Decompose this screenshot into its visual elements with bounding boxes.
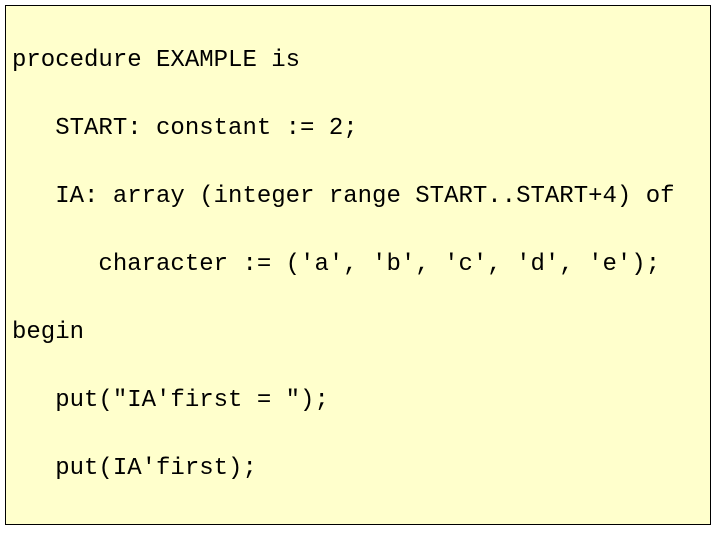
code-line: put(IA'first); — [12, 452, 704, 486]
code-line: put("IA'first = "); — [12, 384, 704, 418]
code-line: begin — [12, 316, 704, 350]
code-line: character := ('a', 'b', 'c', 'd', 'e'); — [12, 248, 704, 282]
code-listing-box: procedure EXAMPLE is START: constant := … — [5, 5, 711, 525]
code-line: IA: array (integer range START..START+4)… — [12, 180, 704, 214]
code-line: procedure EXAMPLE is — [12, 44, 704, 78]
code-line: START: constant := 2; — [12, 112, 704, 146]
code-line: new_line; — [12, 520, 704, 525]
